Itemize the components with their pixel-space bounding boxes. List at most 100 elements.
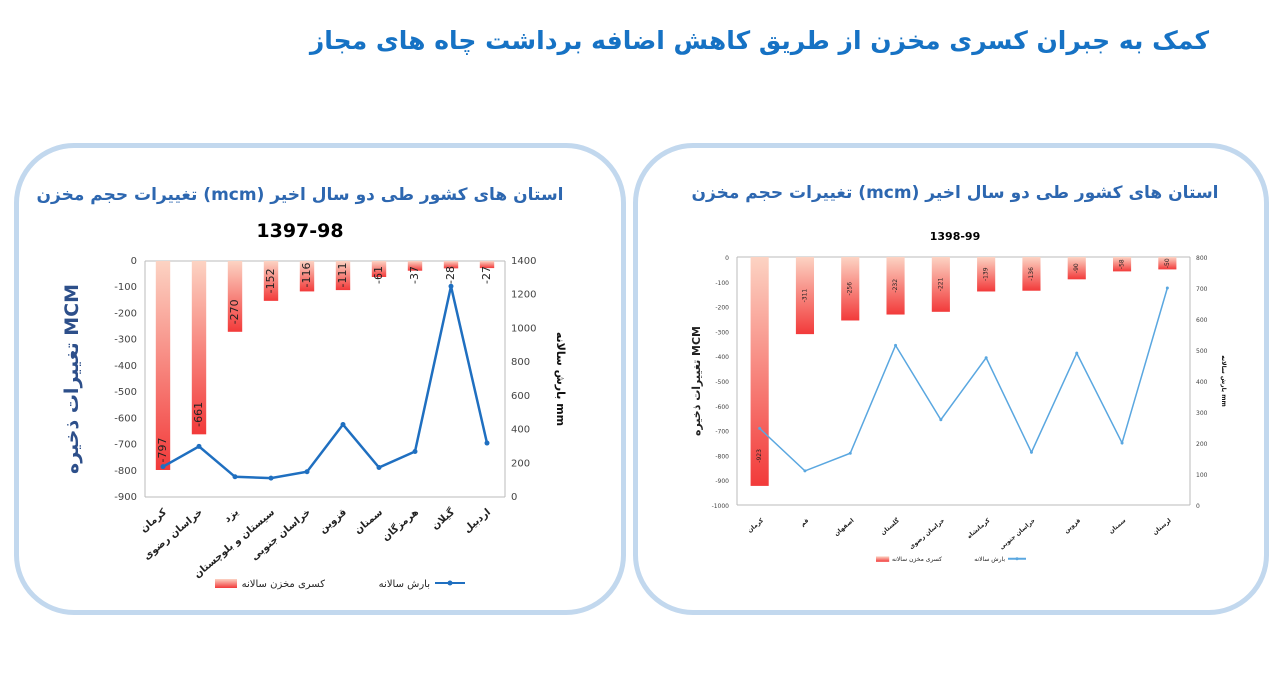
bar [1158, 257, 1177, 270]
rainfall-line [162, 286, 489, 480]
y-tick-label: -700 [715, 429, 729, 436]
legend-line-marker [1015, 557, 1019, 561]
bar [299, 261, 315, 292]
bar [841, 257, 860, 321]
x-tick-label: کرمانشاه [966, 517, 992, 540]
x-tick-label: اصفهان [833, 517, 856, 537]
legend-bar-swatch [215, 579, 237, 588]
rainfall-point [803, 469, 807, 473]
y-tick-label: -900 [114, 492, 137, 503]
bar [1112, 257, 1132, 272]
bar-data-label: -221 [937, 277, 944, 291]
y2-tick-label: 200 [1196, 441, 1208, 448]
rainfall-point [1075, 351, 1079, 355]
bar-data-label: -797 [156, 438, 169, 463]
y-tick-label: -100 [114, 282, 137, 293]
x-tick-label: اردبیل [462, 507, 493, 535]
y2-tick-label: 0 [511, 492, 517, 503]
y2-tick-label: 600 [1196, 317, 1208, 324]
rainfall-point [1029, 450, 1033, 454]
y-tick-label: -500 [114, 387, 137, 398]
y-tick-label: -700 [114, 440, 137, 451]
x-tick-label: قزوین [318, 507, 349, 536]
bar [750, 257, 769, 486]
bar-data-label: -37 [408, 266, 421, 284]
bar-data-label: -58 [1119, 259, 1126, 269]
y2-tick-label: 1400 [511, 256, 536, 267]
y-tick-label: -500 [715, 379, 729, 386]
y-tick-label: -100 [715, 280, 729, 287]
x-tick-label: گیلان [429, 505, 457, 532]
bar-data-label: -923 [756, 449, 763, 463]
y-tick-label: -800 [715, 453, 729, 460]
y-tick-label: 0 [131, 256, 137, 267]
x-tick-label: هرمزگان [379, 505, 421, 543]
x-tick-label: خراسان رضوی [908, 517, 946, 551]
y2-tick-label: 800 [1196, 255, 1208, 262]
y-axis-label: تغییرات ذخیره MCM [690, 326, 703, 436]
y-tick-label: -900 [715, 478, 729, 485]
y-tick-label: -400 [715, 354, 729, 361]
y2-tick-label: 400 [1196, 379, 1208, 386]
bar-data-label: -27 [480, 266, 493, 284]
y2-tick-label: 500 [1196, 348, 1208, 355]
y-tick-label: -200 [715, 305, 729, 312]
bar-data-label: -152 [264, 268, 277, 293]
y2-tick-label: 1200 [511, 290, 536, 301]
rainfall-point [484, 440, 490, 446]
bar-data-label: -139 [983, 267, 990, 281]
rainfall-point [758, 426, 762, 430]
rainfall-point [412, 448, 418, 454]
chart-title: تغییرات حجم مخزن (mcm) استان های کشور طی… [692, 183, 1219, 203]
rainfall-point [984, 356, 988, 360]
rainfall-point [196, 443, 202, 449]
bar [407, 261, 423, 271]
x-tick-label: خراسان جنوبی [998, 517, 1036, 551]
y-tick-label: -800 [114, 466, 137, 477]
y2-tick-label: 1000 [511, 323, 536, 334]
y2-tick-label: 700 [1196, 286, 1208, 293]
bar [443, 261, 459, 269]
x-tick-label: کرمان [138, 507, 169, 535]
bar [886, 257, 905, 315]
bar [335, 261, 351, 291]
x-tick-label: قزوین [1063, 517, 1082, 535]
y2-tick-label: 800 [511, 357, 530, 368]
y2-tick-label: 300 [1196, 410, 1208, 417]
chart-subtitle: 1398-99 [930, 230, 981, 243]
rainfall-point [448, 283, 454, 289]
x-tick-label: سمنان [1108, 517, 1128, 535]
y2-tick-label: 200 [511, 458, 530, 469]
rainfall-point [340, 422, 346, 428]
chart-title: تغییرات حجم مخزن (mcm) استان های کشور طی… [37, 185, 564, 205]
rainfall-point [894, 343, 898, 347]
legend-line-label: بارش سالانه [974, 556, 1005, 563]
y2-tick-label: 0 [1196, 503, 1200, 510]
rainfall-point [268, 475, 274, 481]
x-tick-label: سمنان [353, 507, 385, 537]
x-tick-label: لرستان [1151, 517, 1172, 536]
bar-data-label: -270 [228, 299, 241, 324]
rainfall-line [759, 287, 1169, 472]
bar [155, 261, 171, 470]
y-tick-label: -400 [114, 361, 137, 372]
bar [977, 257, 996, 292]
bar-data-label: -90 [1073, 263, 1080, 273]
bar-data-label: -256 [847, 282, 854, 296]
bar-data-label: -136 [1028, 267, 1035, 281]
legend-bar-label: کسری مخزن سالانه [892, 556, 942, 563]
y-tick-label: -600 [715, 404, 729, 411]
bar [191, 261, 207, 435]
chart-subtitle: 1397-98 [256, 220, 343, 242]
bar [371, 261, 387, 277]
y-tick-label: -300 [715, 329, 729, 336]
bar [795, 257, 815, 335]
chart-panel-1398-99 [633, 143, 1269, 615]
bar [263, 261, 279, 301]
x-tick-label: گلستان [879, 516, 901, 537]
rainfall-point [939, 418, 943, 422]
y2-axis-label: بارش سالانه mm [1220, 355, 1227, 406]
rainfall-point [376, 465, 382, 470]
legend-bar-swatch [876, 556, 890, 562]
bar [1067, 257, 1086, 280]
